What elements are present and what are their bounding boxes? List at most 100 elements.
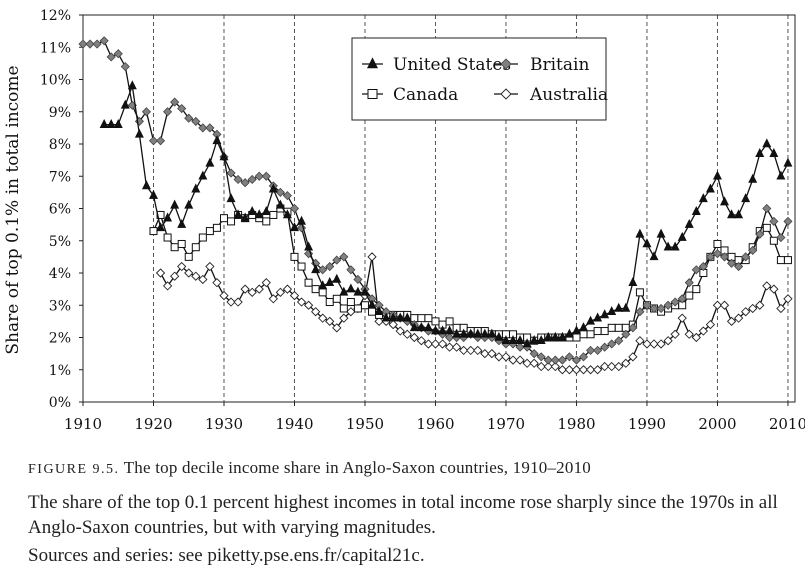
marker <box>212 278 222 288</box>
marker <box>557 355 567 365</box>
marker <box>205 157 215 167</box>
marker <box>155 136 166 146</box>
marker <box>705 252 715 262</box>
marker <box>691 265 701 275</box>
marker <box>141 107 152 117</box>
marker <box>783 157 793 167</box>
marker <box>459 328 469 338</box>
y-tick-label: 2% <box>49 331 71 347</box>
marker <box>296 297 307 307</box>
marker <box>120 62 130 72</box>
marker <box>297 262 306 271</box>
marker <box>719 252 730 262</box>
marker <box>529 335 539 345</box>
marker <box>692 285 701 294</box>
marker <box>353 274 363 285</box>
marker <box>198 233 207 242</box>
legend-item: Britain <box>494 55 589 75</box>
chart-area: 0% 1% 2% 3% 4% 5% 6% 7% 8% 9% 10% 11% 12% 1910 1920 193… <box>3 8 805 433</box>
marker <box>501 335 511 345</box>
marker <box>332 255 342 265</box>
legend-label: United States <box>393 55 511 75</box>
marker <box>212 223 221 232</box>
marker <box>339 252 349 262</box>
marker <box>501 352 511 362</box>
marker <box>388 319 398 330</box>
marker <box>170 243 179 252</box>
marker <box>677 313 687 323</box>
marker <box>304 278 313 287</box>
marker <box>205 123 215 133</box>
marker <box>134 128 144 138</box>
marker <box>205 227 214 236</box>
x-tick-label: 1990 <box>628 415 666 433</box>
marker <box>684 278 694 288</box>
marker <box>585 345 596 355</box>
marker <box>261 278 271 288</box>
legend-item: Australia <box>494 85 608 105</box>
marker <box>339 313 349 323</box>
y-axis-label: Share of top 0.1% in total income <box>3 65 23 354</box>
y-tick-label: 9% <box>49 105 71 121</box>
marker <box>318 265 328 275</box>
marker <box>635 228 645 238</box>
series-line <box>152 207 788 342</box>
marker <box>628 352 638 362</box>
marker <box>515 355 525 365</box>
x-tick-label: 2010 <box>769 415 805 433</box>
marker <box>550 331 560 341</box>
marker <box>572 333 581 342</box>
marker <box>275 199 285 209</box>
marker <box>149 189 158 199</box>
legend-item: United States <box>362 55 511 75</box>
y-tick-label: 4% <box>49 266 71 282</box>
marker <box>607 339 617 349</box>
marker <box>614 302 624 312</box>
marker <box>684 218 694 228</box>
marker <box>226 193 236 203</box>
marker <box>304 241 314 251</box>
marker <box>149 227 158 236</box>
marker <box>353 286 363 296</box>
marker <box>769 284 779 294</box>
marker <box>635 288 644 297</box>
marker <box>332 323 342 333</box>
marker <box>163 212 173 222</box>
marker <box>670 297 680 307</box>
marker <box>318 288 327 297</box>
marker <box>663 241 673 251</box>
marker <box>550 355 560 365</box>
marker <box>219 214 228 223</box>
marker <box>374 306 384 315</box>
marker <box>275 287 286 297</box>
marker <box>289 222 299 232</box>
marker <box>452 328 462 338</box>
marker <box>233 174 243 185</box>
marker <box>170 97 180 107</box>
marker <box>762 223 771 232</box>
marker <box>163 107 173 117</box>
marker <box>494 352 504 362</box>
marker <box>177 261 187 272</box>
marker <box>593 312 603 322</box>
marker <box>600 327 609 336</box>
marker <box>451 342 462 352</box>
marker <box>776 232 786 243</box>
y-tick-label: 1% <box>49 363 71 379</box>
marker <box>543 331 553 341</box>
marker <box>614 361 624 372</box>
x-tick-label: 1920 <box>134 415 172 433</box>
marker <box>656 228 666 238</box>
marker <box>614 336 624 346</box>
marker <box>698 326 708 336</box>
marker <box>656 339 666 349</box>
marker <box>233 297 243 307</box>
marker <box>282 191 293 201</box>
marker <box>691 332 701 343</box>
marker <box>445 317 454 326</box>
marker <box>226 168 236 178</box>
marker <box>261 171 271 181</box>
marker <box>162 281 173 291</box>
figure-label: FIGURE 9.5. <box>28 462 120 477</box>
marker <box>268 294 278 304</box>
